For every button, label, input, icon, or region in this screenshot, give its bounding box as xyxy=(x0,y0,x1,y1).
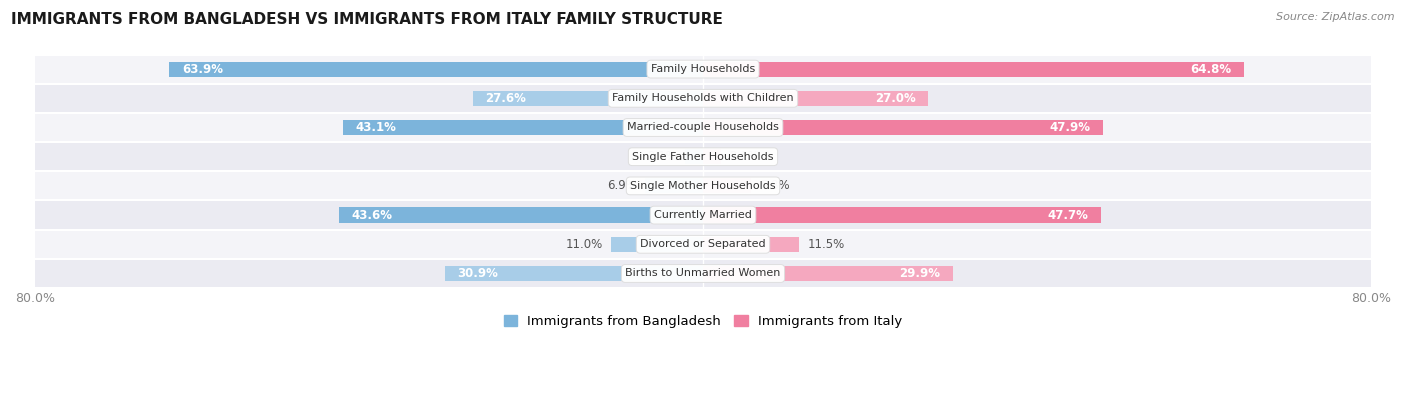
Text: 43.6%: 43.6% xyxy=(352,209,392,222)
Text: 6.9%: 6.9% xyxy=(607,179,637,192)
Text: 27.0%: 27.0% xyxy=(875,92,915,105)
Bar xyxy=(472,91,703,106)
Bar xyxy=(703,178,751,194)
Bar xyxy=(35,171,1371,201)
Bar xyxy=(703,149,720,164)
Text: 27.6%: 27.6% xyxy=(485,92,526,105)
Text: Family Households: Family Households xyxy=(651,64,755,74)
Text: 47.7%: 47.7% xyxy=(1047,209,1088,222)
Text: 2.1%: 2.1% xyxy=(728,150,759,163)
Text: 43.1%: 43.1% xyxy=(356,121,396,134)
Text: Source: ZipAtlas.com: Source: ZipAtlas.com xyxy=(1277,12,1395,22)
Bar xyxy=(343,120,703,135)
Bar xyxy=(703,120,1102,135)
Text: 5.8%: 5.8% xyxy=(759,179,789,192)
Bar xyxy=(645,178,703,194)
Bar xyxy=(444,266,703,281)
Text: 47.9%: 47.9% xyxy=(1049,121,1091,134)
Text: 11.0%: 11.0% xyxy=(565,238,603,251)
Bar xyxy=(686,149,703,164)
Bar xyxy=(703,207,1101,223)
Bar xyxy=(35,84,1371,113)
Text: 29.9%: 29.9% xyxy=(900,267,941,280)
Bar xyxy=(35,201,1371,229)
Text: Family Households with Children: Family Households with Children xyxy=(612,93,794,103)
Bar xyxy=(35,113,1371,142)
Text: Currently Married: Currently Married xyxy=(654,210,752,220)
Text: Births to Unmarried Women: Births to Unmarried Women xyxy=(626,269,780,278)
Bar xyxy=(612,237,703,252)
Bar xyxy=(170,62,703,77)
Bar xyxy=(35,259,1371,288)
Bar xyxy=(703,62,1244,77)
Text: 11.5%: 11.5% xyxy=(807,238,845,251)
Bar xyxy=(35,55,1371,84)
Text: 63.9%: 63.9% xyxy=(181,62,224,75)
Legend: Immigrants from Bangladesh, Immigrants from Italy: Immigrants from Bangladesh, Immigrants f… xyxy=(498,309,908,333)
Bar xyxy=(35,142,1371,171)
Text: IMMIGRANTS FROM BANGLADESH VS IMMIGRANTS FROM ITALY FAMILY STRUCTURE: IMMIGRANTS FROM BANGLADESH VS IMMIGRANTS… xyxy=(11,12,723,27)
Bar xyxy=(339,207,703,223)
Text: 2.1%: 2.1% xyxy=(647,150,678,163)
Text: 64.8%: 64.8% xyxy=(1191,62,1232,75)
Text: Single Father Households: Single Father Households xyxy=(633,152,773,162)
Text: Divorced or Separated: Divorced or Separated xyxy=(640,239,766,249)
Text: 30.9%: 30.9% xyxy=(457,267,498,280)
Bar xyxy=(703,237,799,252)
Text: Married-couple Households: Married-couple Households xyxy=(627,122,779,132)
Bar xyxy=(703,266,953,281)
Bar xyxy=(703,91,928,106)
Bar xyxy=(35,229,1371,259)
Text: Single Mother Households: Single Mother Households xyxy=(630,181,776,191)
